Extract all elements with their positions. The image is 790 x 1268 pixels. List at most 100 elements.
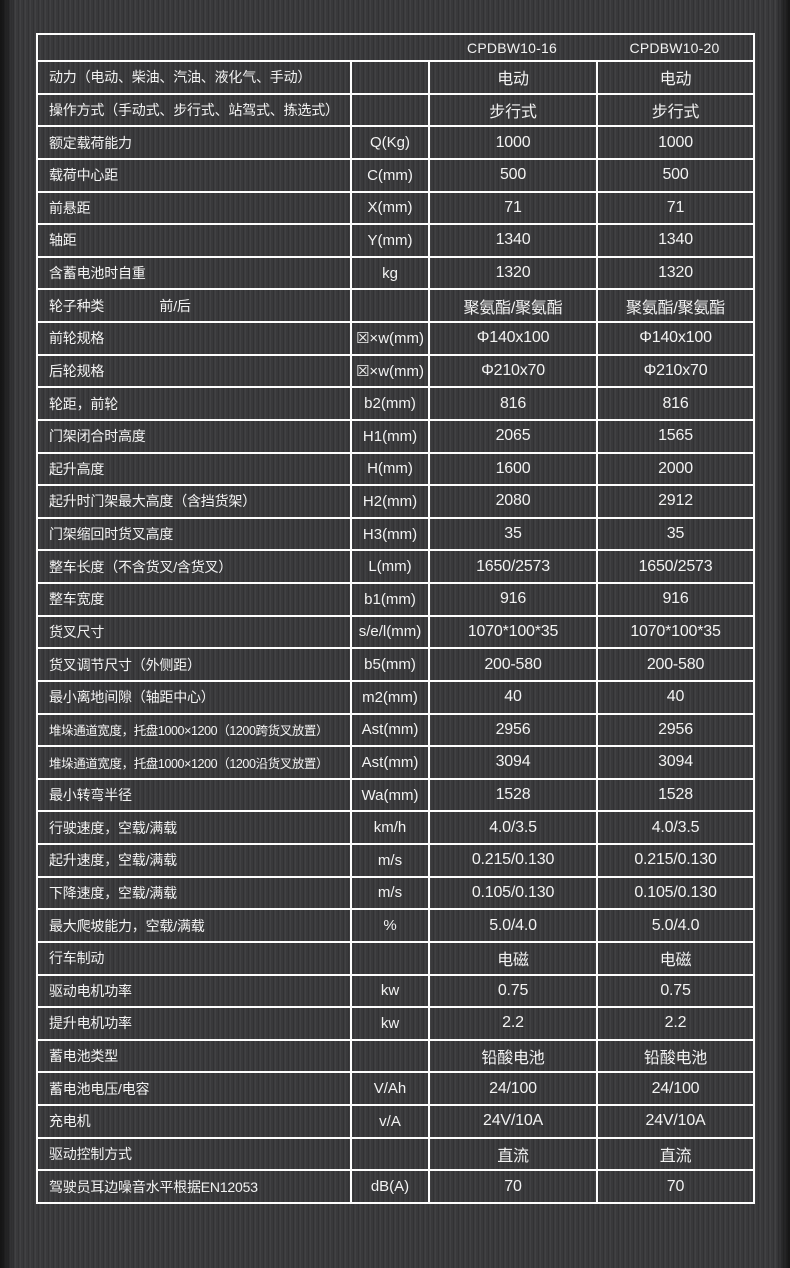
table-row: 额定载荷能力 Q(Kg) 1000 1000: [38, 127, 753, 160]
row-value-1: 5.0/4.0: [428, 910, 596, 941]
left-edge-shadow: [0, 0, 15, 1268]
row-value-1: 71: [428, 192, 596, 224]
table-row: 最大爬坡能力，空载/满载% 5.0/4.0 5.0/4.0: [38, 910, 753, 943]
row-unit: kg: [350, 257, 428, 289]
table-row: 门架缩回时货叉高度 H3(mm) 35 35: [38, 518, 753, 552]
table-row: 门架闭合时高度 H1(mm) 2065 1565: [38, 420, 753, 454]
row-unit: ☒×w(mm): [350, 323, 428, 354]
spec-table: CPDBW10-16 CPDBW10-20 动力（电动、柴油、汽油、液化气、手动…: [36, 33, 755, 1204]
row-label: 起升时门架最大高度（含挡货架）: [49, 493, 256, 510]
row-value-1: 1600: [428, 453, 596, 485]
row-label: 蓄电池类型: [49, 1048, 118, 1065]
header-spacer-label: [38, 35, 350, 60]
row-value-1: 1340: [428, 225, 596, 256]
row-label: 驾驶员耳边噪音水平根据EN12053: [49, 1178, 258, 1195]
row-label: 货叉调节尺寸（外侧距）: [49, 656, 201, 673]
row-unit: km/h: [350, 812, 428, 843]
row-label: 驱动控制方式: [49, 1145, 132, 1162]
row-value-2: 24/100: [596, 1073, 753, 1104]
table-row: 行驶速度，空载/满载 km/h 4.0/3.5 4.0/3.5: [38, 812, 753, 845]
row-value-2: 直流: [596, 1138, 753, 1170]
table-row: 充电机 v/A 24V/10A 24V/10A: [38, 1106, 753, 1139]
row-value-1: 1000: [428, 127, 596, 158]
row-value-1: Φ140x100: [428, 323, 596, 354]
row-label: 蓄电池电压/电容: [49, 1080, 150, 1097]
row-value-2: 2.2: [596, 1008, 753, 1039]
row-value-1: 1320: [428, 257, 596, 289]
row-value-2: 2912: [596, 486, 753, 517]
row-value-1: 0.215/0.130: [428, 845, 596, 876]
row-value-1: 0.75: [428, 975, 596, 1007]
row-value-2: 816: [596, 388, 753, 419]
row-label: 行驶速度，空载/满载: [49, 819, 177, 836]
row-unit: Ast(mm): [350, 714, 428, 746]
row-value-1: 步行式: [428, 94, 596, 126]
row-value-2: 916: [596, 584, 753, 615]
table-row: 轴距 Y(mm) 1340 1340: [38, 225, 753, 258]
row-value-1: 4.0/3.5: [428, 812, 596, 843]
row-value-1: 35: [428, 518, 596, 550]
row-label: 起升高度: [49, 460, 105, 477]
table-row: 驱动控制方式 直流 直流: [38, 1138, 753, 1172]
row-value-2: 2956: [596, 714, 753, 746]
row-unit: [350, 62, 428, 93]
row-label: 门架闭合时高度: [49, 428, 146, 445]
table-row: 下降速度，空载/满载 m/s 0.105/0.130 0.105/0.130: [38, 877, 753, 911]
row-label: 整车宽度: [49, 591, 105, 608]
row-value-2: 1650/2573: [596, 551, 753, 582]
row-unit: ☒×w(mm): [350, 355, 428, 387]
row-label: 整车长度（不含货叉/含货叉）: [49, 558, 233, 575]
row-value-2: 4.0/3.5: [596, 812, 753, 843]
row-value-2: Φ210x70: [596, 355, 753, 387]
row-value-1: 铅酸电池: [428, 1040, 596, 1072]
row-label: 最大爬坡能力，空载/满载: [49, 917, 205, 934]
table-row: 货叉调节尺寸（外侧距） b5(mm) 200-580 200-580: [38, 649, 753, 682]
table-row: 操作方式（手动式、步行式、站驾式、拣选式） 步行式 步行式: [38, 94, 753, 128]
row-label: 操作方式（手动式、步行式、站驾式、拣选式）: [49, 101, 339, 118]
row-unit: Wa(mm): [350, 779, 428, 811]
row-unit: H2(mm): [350, 486, 428, 517]
row-value-2: 1340: [596, 225, 753, 256]
table-row: 整车长度（不含货叉/含货叉） L(mm) 1650/2573 1650/2573: [38, 551, 753, 584]
row-value-1: 1070*100*35: [428, 616, 596, 648]
row-value-2: 0.215/0.130: [596, 845, 753, 876]
row-unit: m/s: [350, 877, 428, 909]
row-value-2: 2000: [596, 453, 753, 485]
row-value-2: 0.75: [596, 975, 753, 1007]
table-row: 最小离地间隙（轴距中心） m2(mm) 40 40: [38, 681, 753, 715]
row-value-1: 2065: [428, 420, 596, 452]
row-value-1: 200-580: [428, 649, 596, 680]
row-value-1: 聚氨酯/聚氨酯: [428, 290, 596, 321]
row-value-2: 200-580: [596, 649, 753, 680]
row-label: 额定载荷能力: [49, 134, 132, 151]
row-unit: dB(A): [350, 1171, 428, 1202]
row-label: 最小转弯半径: [49, 787, 132, 804]
row-unit: s/e/l(mm): [350, 616, 428, 648]
row-value-1: 24/100: [428, 1073, 596, 1104]
column-header-model-1: CPDBW10-16: [467, 39, 557, 56]
row-label: 行车制动: [49, 950, 105, 967]
row-value-2: 聚氨酯/聚氨酯: [596, 290, 753, 321]
table-header-row: CPDBW10-16 CPDBW10-20: [38, 35, 753, 62]
table-row: 轮距，前轮 b2(mm) 816 816: [38, 388, 753, 421]
table-row: 堆垛通道宽度，托盘1000×1200（1200沿货叉放置） Ast(mm) 3094…: [38, 747, 753, 780]
row-unit: X(mm): [350, 192, 428, 224]
row-label: 门架缩回时货叉高度: [49, 526, 174, 543]
table-row: 起升高度 H(mm) 1600 2000: [38, 453, 753, 487]
row-value-2: 24V/10A: [596, 1106, 753, 1137]
row-label: 起升速度，空载/满载: [49, 852, 177, 869]
row-unit: m/s: [350, 845, 428, 876]
column-header-model-2: CPDBW10-20: [629, 39, 720, 56]
table-row: 动力（电动、柴油、汽油、液化气、手动） 电动 电动: [38, 62, 753, 95]
row-value-2: 步行式: [596, 94, 753, 126]
row-value-1: 1650/2573: [428, 551, 596, 582]
table-row: 最小转弯半径 Wa(mm) 1528 1528: [38, 779, 753, 813]
row-value-2: 35: [596, 518, 753, 550]
row-label: 前悬距: [49, 199, 91, 216]
header-spacer-unit: [350, 35, 428, 60]
row-label: 充电机: [49, 1113, 91, 1130]
row-label: 驱动电机功率: [49, 982, 132, 999]
row-label: 提升电机功率: [49, 1015, 132, 1032]
row-label: 最小离地间隙（轴距中心）: [49, 689, 215, 706]
table-row: 整车宽度 b1(mm) 916 916: [38, 584, 753, 617]
